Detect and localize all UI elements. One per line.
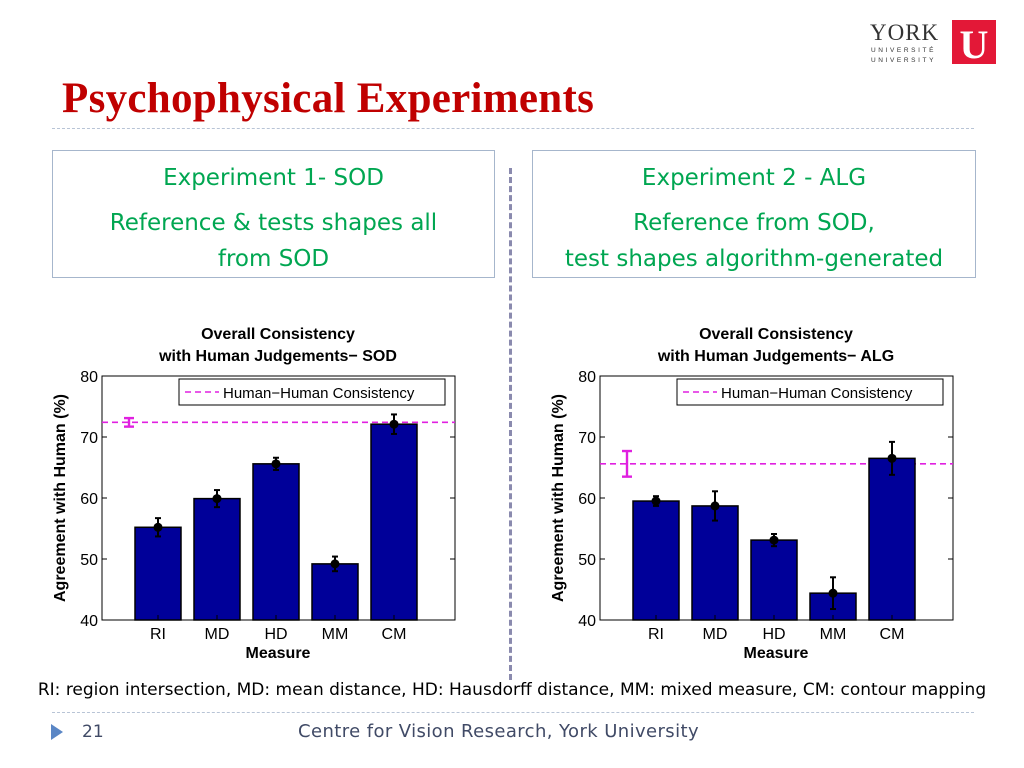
x-tick-label: HD	[762, 626, 785, 643]
mean-marker	[389, 419, 399, 429]
y-axis-label: Agreement with Human (%)	[52, 394, 69, 602]
svg-text:UNIVERSITÉ: UNIVERSITÉ	[871, 45, 936, 54]
alg-consistency-chart: Overall Consistency with Human Judgements…	[550, 326, 954, 662]
y-tick-label: 70	[578, 430, 596, 447]
y-tick-label: 60	[80, 491, 98, 508]
slide-title: Psychophysical Experiments	[62, 75, 595, 122]
bar-hd	[750, 539, 798, 621]
experiment-2-heading: Experiment 2 - ALG	[641, 165, 867, 191]
x-tick-label: MM	[322, 626, 349, 643]
mean-marker	[887, 453, 897, 463]
column-divider	[509, 168, 512, 680]
chart-title: Overall Consistency	[699, 326, 853, 343]
y-tick-label: 60	[578, 491, 596, 508]
y-tick-label: 40	[80, 613, 98, 630]
mean-marker	[153, 522, 163, 532]
experiment-1-description: Reference & tests shapes all from SOD	[109, 210, 438, 272]
york-university-logo: YORK UNIVERSITÉ UNIVERSITY U	[870, 20, 996, 66]
x-tick-label: MM	[820, 626, 847, 643]
legend-box	[676, 378, 944, 406]
experiment-1-heading: Experiment 1- SOD	[163, 165, 384, 191]
mean-marker	[710, 501, 720, 511]
bar-hd	[252, 463, 300, 621]
mean-marker	[769, 535, 779, 545]
svg-text:UNIVERSITY: UNIVERSITY	[871, 57, 936, 64]
mean-marker	[651, 496, 661, 506]
x-axis-label: Measure	[744, 645, 809, 662]
legend-label: Human−Human Consistency	[721, 385, 913, 402]
x-tick-label: RI	[648, 626, 664, 643]
y-tick-label: 50	[80, 552, 98, 569]
legend-box	[178, 378, 446, 406]
bar-cm	[868, 457, 916, 621]
experiment-2-box: Experiment 2 - ALG Reference from SOD, t…	[532, 150, 976, 278]
mean-marker	[828, 588, 838, 598]
chart-title: Overall Consistency	[201, 326, 355, 343]
x-axis-label: Measure	[246, 645, 311, 662]
x-tick-label: CM	[880, 626, 905, 643]
bar-mm	[311, 563, 359, 621]
bar-md	[193, 497, 241, 621]
play-arrow-icon	[51, 724, 63, 740]
y-tick-label: 40	[578, 613, 596, 630]
mean-marker	[212, 494, 222, 504]
legend-label: Human−Human Consistency	[223, 385, 415, 402]
bar-ri	[632, 500, 680, 621]
x-tick-label: HD	[264, 626, 287, 643]
y-tick-label: 80	[80, 369, 98, 386]
x-tick-label: MD	[703, 626, 728, 643]
mean-marker	[330, 559, 340, 569]
svg-text:YORK: YORK	[870, 20, 939, 45]
mean-marker	[271, 459, 281, 469]
title-divider	[52, 128, 974, 129]
slide-number: 21	[82, 722, 104, 742]
svg-text:U: U	[960, 22, 989, 66]
x-tick-label: MD	[205, 626, 230, 643]
footer-text: Centre for Vision Research, York Univers…	[298, 721, 699, 742]
bar-md	[691, 505, 739, 621]
y-tick-label: 50	[578, 552, 596, 569]
chart-subtitle: with Human Judgements− SOD	[158, 348, 397, 365]
chart-subtitle: with Human Judgements− ALG	[657, 348, 894, 365]
footer-divider	[52, 712, 974, 713]
y-axis-label: Agreement with Human (%)	[550, 394, 567, 602]
bar-cm	[370, 423, 418, 621]
y-tick-label: 80	[578, 369, 596, 386]
experiment-2-description: Reference from SOD, test shapes algorith…	[564, 210, 944, 272]
y-tick-label: 70	[80, 430, 98, 447]
sod-consistency-chart: Overall Consistency with Human Judgements…	[52, 326, 456, 662]
experiment-1-box: Experiment 1- SOD Reference & tests shap…	[52, 150, 495, 278]
x-tick-label: RI	[150, 626, 166, 643]
measure-abbreviations-caption: RI: region intersection, MD: mean distan…	[37, 680, 987, 700]
bar-ri	[134, 526, 182, 621]
x-tick-label: CM	[382, 626, 407, 643]
